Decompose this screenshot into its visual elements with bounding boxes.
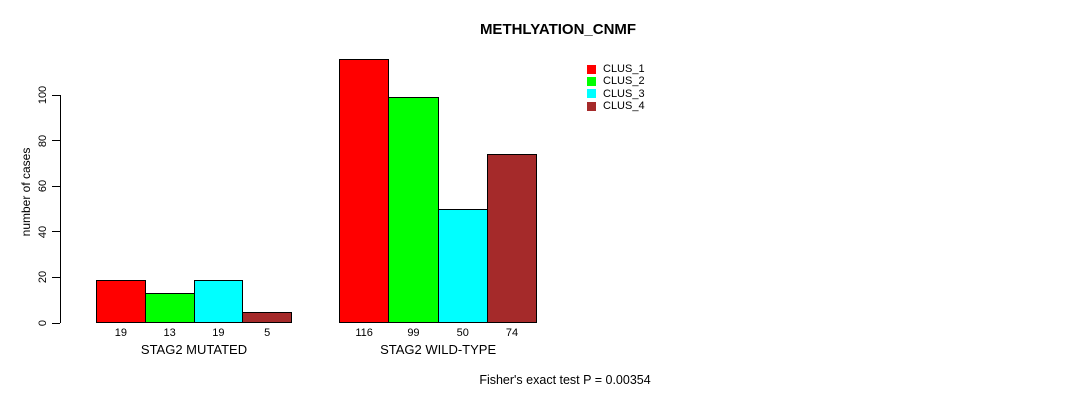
chart-title: METHLYATION_CNMF (479, 21, 637, 38)
bar-CLUS_3 (437, 209, 488, 323)
legend-swatch (587, 101, 596, 111)
bar-CLUS_2 (144, 293, 195, 323)
legend-item: CLUS_3 (587, 88, 645, 100)
y-tick-mark (52, 322, 60, 324)
legend-swatch (587, 89, 596, 99)
bar-CLUS_2 (388, 97, 439, 323)
y-tick-mark (52, 185, 60, 187)
bar-value-label: 19 (114, 327, 127, 339)
y-axis-line (59, 95, 61, 323)
bar-CLUS_1 (96, 279, 146, 323)
bar-value-label: 19 (212, 327, 225, 339)
legend-item: CLUS_1 (587, 63, 645, 75)
y-tick-label: 0 (37, 319, 49, 327)
y-axis-label: number of cases (19, 147, 33, 237)
y-tick-label: 40 (37, 225, 49, 238)
bar-value-label: 99 (407, 327, 420, 339)
bar-value-label: 50 (456, 327, 469, 339)
legend-swatch (587, 64, 596, 74)
y-tick-label: 20 (37, 271, 49, 284)
bar-CLUS_1 (339, 58, 390, 323)
legend-item: CLUS_4 (587, 100, 645, 112)
bar-value-label: 74 (505, 327, 519, 339)
y-tick-mark (52, 276, 60, 278)
legend-label: CLUS_1 (603, 63, 645, 76)
bar-value-label: 5 (264, 327, 271, 339)
y-tick-label: 100 (37, 85, 49, 105)
legend-label: CLUS_2 (603, 75, 645, 88)
bar-CLUS_3 (193, 279, 244, 323)
legend: CLUS_1 CLUS_2 CLUS_3 CLUS_4 (587, 63, 645, 112)
bar-value-label: 116 (355, 327, 373, 339)
group-label: STAG2 WILD-TYPE (380, 342, 497, 357)
bar-value-label: 13 (163, 327, 176, 339)
group-label: STAG2 MUTATED (140, 342, 248, 357)
legend-label: CLUS_3 (603, 87, 645, 100)
y-tick-label: 80 (37, 134, 49, 147)
y-tick-mark (52, 140, 60, 142)
legend-item: CLUS_2 (587, 75, 645, 87)
footnote: Fisher's exact test P = 0.00354 (479, 373, 651, 387)
y-tick-label: 60 (37, 180, 49, 193)
legend-swatch (587, 76, 596, 86)
y-tick-mark (52, 94, 60, 96)
legend-label: CLUS_4 (603, 100, 645, 113)
bar-CLUS_4 (242, 311, 292, 323)
bar-CLUS_4 (486, 154, 538, 323)
y-tick-mark (52, 231, 60, 233)
